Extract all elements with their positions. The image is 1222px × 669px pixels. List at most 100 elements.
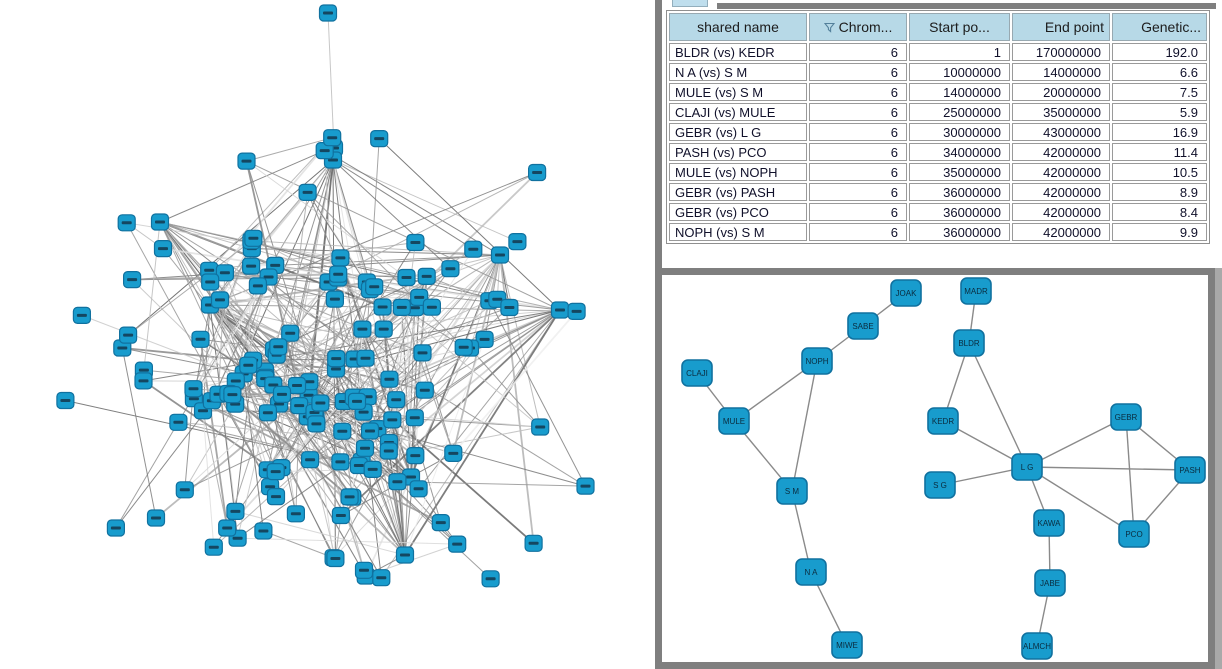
network-node[interactable] (531, 418, 550, 436)
cell-value[interactable]: 6.6 (1112, 63, 1207, 81)
network-node[interactable] (169, 413, 188, 431)
network-node[interactable] (210, 291, 230, 309)
cell-value[interactable]: 6 (809, 143, 907, 161)
network-node[interactable] (395, 546, 415, 564)
network-node[interactable] (383, 411, 402, 429)
network-node[interactable] (360, 422, 380, 440)
network-node[interactable] (397, 268, 416, 287)
network-node[interactable] (242, 257, 261, 275)
network-node[interactable] (326, 549, 345, 568)
table-row[interactable]: GEBR (vs) PASH 6 36000000 42000000 8.9 (669, 183, 1207, 201)
network-node[interactable] (290, 397, 309, 415)
network-node[interactable] (347, 392, 367, 410)
network-node[interactable] (266, 463, 285, 481)
network-node[interactable] (576, 477, 595, 495)
column-header-shared-name[interactable]: shared name (669, 13, 807, 41)
network-node[interactable] (150, 213, 170, 231)
table-row[interactable]: PASH (vs) PCO 6 34000000 42000000 11.4 (669, 143, 1207, 161)
cell-value[interactable]: 6 (809, 163, 907, 181)
network-node[interactable] (201, 273, 220, 291)
network-node[interactable] (387, 391, 406, 409)
cell-value[interactable]: 14000000 (909, 83, 1010, 101)
network-node[interactable] (405, 409, 424, 427)
network-node[interactable] (287, 376, 307, 395)
network-node[interactable] (331, 453, 350, 471)
network-node[interactable] (269, 338, 288, 356)
network-node[interactable]: N A (795, 558, 827, 586)
network-edge[interactable] (968, 342, 1028, 468)
network-node[interactable]: SABE (847, 312, 879, 340)
network-node[interactable] (333, 422, 352, 440)
network-node[interactable] (72, 306, 92, 324)
network-node[interactable] (153, 240, 173, 258)
cell-value[interactable]: 10.5 (1112, 163, 1207, 181)
cell-value[interactable]: 42000000 (1012, 183, 1110, 201)
cell-value[interactable]: 6 (809, 203, 907, 221)
cell-value[interactable]: 1 (909, 43, 1010, 61)
cell-value[interactable]: 30000000 (909, 123, 1010, 141)
cell-value[interactable]: 42000000 (1012, 223, 1110, 241)
network-node[interactable] (215, 264, 234, 282)
cell-value[interactable]: 35000000 (909, 163, 1010, 181)
cell-value[interactable]: 8.4 (1112, 203, 1207, 221)
filter-icon[interactable] (823, 20, 835, 36)
cell-value[interactable]: 6 (809, 183, 907, 201)
network-node[interactable] (373, 298, 392, 316)
network-node[interactable] (392, 298, 411, 316)
network-node[interactable]: JABE (1034, 569, 1066, 597)
network-node[interactable]: MULE (718, 407, 750, 435)
network-node[interactable] (281, 324, 300, 342)
cell-value[interactable]: 7.5 (1112, 83, 1207, 101)
network-node[interactable] (422, 298, 441, 316)
network-node[interactable] (272, 385, 292, 403)
cell-value[interactable]: 192.0 (1112, 43, 1207, 61)
cell-value[interactable]: 6 (809, 43, 907, 61)
cell-value[interactable]: 35000000 (1012, 103, 1110, 121)
column-header-end-point[interactable]: End point (1012, 13, 1110, 41)
cell-value[interactable]: 36000000 (909, 203, 1010, 221)
network-node[interactable]: CLAJI (681, 359, 713, 387)
network-node[interactable]: MIWE (831, 631, 863, 659)
network-node[interactable] (286, 505, 305, 523)
cell-value[interactable]: 36000000 (909, 183, 1010, 201)
network-node[interactable] (258, 404, 277, 422)
network-node[interactable] (184, 380, 203, 398)
network-node[interactable] (448, 535, 467, 553)
network-node[interactable] (365, 278, 384, 296)
network-node[interactable] (56, 391, 75, 410)
subnetwork-canvas[interactable]: JOAK MADR SABE BLDR NOPH CLAJI MULE KEDR GEBR L G… (662, 275, 1208, 662)
network-node[interactable] (406, 233, 425, 252)
cell-value[interactable]: 36000000 (909, 223, 1010, 241)
cell-value[interactable]: 9.9 (1112, 223, 1207, 241)
table-row[interactable]: CLAJI (vs) MULE 6 25000000 35000000 5.9 (669, 103, 1207, 121)
network-node[interactable] (500, 298, 519, 317)
cell-value[interactable]: 25000000 (909, 103, 1010, 121)
network-node[interactable] (244, 229, 263, 247)
network-node[interactable] (406, 447, 425, 465)
network-node[interactable] (508, 233, 527, 251)
network-node[interactable] (356, 349, 375, 367)
network-node[interactable] (146, 509, 166, 527)
network-node[interactable] (331, 249, 350, 267)
cell-shared-name[interactable]: BLDR (vs) KEDR (669, 43, 807, 61)
cell-shared-name[interactable]: NOPH (vs) S M (669, 223, 807, 241)
network-node[interactable] (218, 519, 237, 537)
network-node[interactable] (431, 513, 450, 532)
cell-shared-name[interactable]: PASH (vs) PCO (669, 143, 807, 161)
network-node[interactable] (325, 290, 344, 308)
network-node[interactable] (415, 381, 434, 399)
network-node[interactable]: S M (776, 477, 808, 505)
network-node[interactable] (370, 130, 389, 148)
table-row[interactable]: MULE (vs) S M 6 14000000 20000000 7.5 (669, 83, 1207, 101)
network-node[interactable] (380, 370, 399, 388)
network-node[interactable] (223, 386, 242, 404)
network-node[interactable] (363, 460, 382, 478)
network-node[interactable] (329, 265, 348, 283)
network-node[interactable] (340, 488, 359, 506)
network-node[interactable]: JOAK (890, 279, 922, 307)
table-row[interactable]: NOPH (vs) S M 6 36000000 42000000 9.9 (669, 223, 1207, 241)
network-node[interactable] (226, 502, 245, 520)
network-edge[interactable] (1125, 416, 1135, 535)
network-node[interactable] (374, 320, 393, 338)
network-node[interactable]: ALMCH (1021, 632, 1053, 660)
